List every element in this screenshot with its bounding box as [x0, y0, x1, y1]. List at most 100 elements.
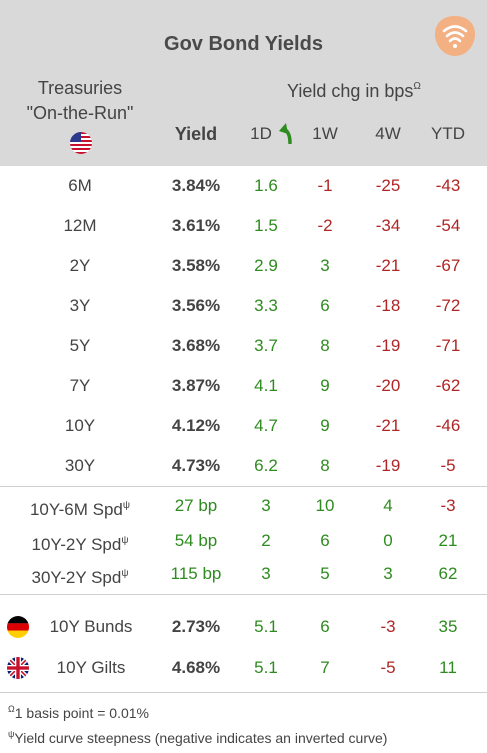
omega-footnote-mark: Ω [413, 81, 421, 92]
divider [0, 594, 487, 595]
spread-label: 10Y-2Y Spdψ [10, 523, 150, 559]
col-1d: 1D [250, 124, 272, 143]
change-1w: 7 [320, 658, 330, 677]
change-ytd: -5 [440, 456, 456, 475]
table-row: 10Y-2Y Spdψ 54 bp 2 6 0 21 [0, 523, 487, 559]
yield-value: 4.12% [171, 416, 221, 435]
change-ytd: 62 [438, 564, 458, 583]
change-ytd: -62 [435, 376, 461, 395]
change-4w: -18 [375, 296, 401, 315]
spread-value: 54 bp [174, 531, 218, 550]
table-row: 12M 3.61% 1.5 -2 -34 -54 [0, 206, 487, 246]
table-row: 2Y 3.58% 2.9 3 -21 -67 [0, 246, 487, 286]
yield-change-label: Yield chg in bps [287, 81, 414, 101]
psi-footnote-mark: ψ [122, 500, 131, 511]
omega-footnote-mark: Ω [8, 704, 15, 714]
yield-value: 4.68% [171, 658, 221, 677]
table-row: 10Y-6M Spdψ 27 bp 3 10 4 -3 [0, 488, 487, 524]
change-1w: 5 [320, 564, 330, 583]
change-1w: -1 [317, 176, 333, 195]
page-title: Gov Bond Yields [164, 33, 323, 55]
footnote-basis-point: Ω1 basis point = 0.01% [8, 704, 149, 721]
table-row: 30Y-2Y Spdψ 115 bp 3 5 3 62 [0, 556, 487, 592]
change-4w: -34 [375, 216, 401, 235]
maturity-label: 7Y [69, 376, 91, 395]
yield-value: 2.73% [171, 617, 221, 636]
change-4w: -21 [375, 416, 401, 435]
change-1d: 2.9 [254, 256, 278, 275]
col-ytd: YTD [431, 124, 465, 143]
psi-footnote-mark: ψ [121, 535, 129, 546]
change-ytd: -54 [435, 216, 461, 235]
psi-footnote-mark: ψ [8, 729, 15, 739]
change-1w: 6 [320, 617, 330, 636]
footnote-curve-steepness: ψYield curve steepness (negative indicat… [8, 729, 387, 746]
change-1d: 4.1 [254, 376, 278, 395]
spread-label-text: 10Y-6M Spd [29, 500, 123, 519]
table-row: 10Y Gilts 4.68% 5.1 7 -5 11 [0, 648, 487, 688]
col-yield: Yield [174, 124, 218, 144]
change-4w: 0 [383, 531, 393, 550]
change-1w: -2 [317, 216, 333, 235]
yield-value: 3.61% [171, 216, 221, 235]
change-4w: -5 [380, 658, 396, 677]
change-4w: -3 [380, 617, 396, 636]
logo-icon [435, 16, 475, 56]
table-row: 5Y 3.68% 3.7 8 -19 -71 [0, 326, 487, 366]
spread-label-text: 30Y-2Y Spd [31, 568, 122, 587]
yield-value: 3.87% [171, 376, 221, 395]
col-4w: 4W [375, 124, 401, 143]
change-1d: 1.5 [254, 216, 278, 235]
treasuries-heading: Treasuries "On-the-Run" [10, 76, 150, 126]
footnote-text: 1 basis point = 0.01% [14, 705, 149, 721]
change-1d: 5.1 [254, 658, 278, 677]
yield-value: 3.56% [171, 296, 221, 315]
divider [0, 486, 487, 487]
change-1d: 6.2 [254, 456, 278, 475]
change-1d: 3.3 [254, 296, 278, 315]
change-ytd: -3 [440, 496, 456, 515]
table-row: 6M 3.84% 1.6 -1 -25 -43 [0, 166, 487, 206]
change-ytd: 11 [439, 658, 457, 677]
yield-value: 3.58% [171, 256, 221, 275]
maturity-label: 30Y [64, 456, 96, 475]
change-1d: 2 [261, 531, 271, 550]
table-row: 10Y Bunds 2.73% 5.1 6 -3 35 [0, 607, 487, 647]
maturity-label: 5Y [69, 336, 91, 355]
spread-label-text: 10Y-2Y Spd [31, 535, 122, 554]
yield-change-heading: Yield chg in bpsΩ [287, 81, 421, 102]
change-ytd: -72 [435, 296, 461, 315]
bond-label: 10Y Gilts [56, 658, 126, 677]
change-4w: -20 [375, 376, 401, 395]
change-1w: 9 [320, 376, 330, 395]
change-ytd: 21 [438, 531, 458, 550]
psi-footnote-mark: ψ [121, 568, 129, 579]
change-1w: 3 [320, 256, 330, 275]
change-1d: 3 [261, 496, 271, 515]
on-the-run-label: "On-the-Run" [26, 103, 134, 123]
uk-flag-icon [7, 657, 29, 679]
change-1d: 3.7 [254, 336, 278, 355]
spread-value: 27 bp [174, 496, 218, 515]
change-4w: -19 [375, 336, 401, 355]
table-header: Gov Bond Yields Treasuries "On-the-Run" … [0, 0, 487, 166]
table-row: 3Y 3.56% 3.3 6 -18 -72 [0, 286, 487, 326]
change-1w: 8 [320, 336, 330, 355]
yield-value: 4.73% [171, 456, 221, 475]
change-1d: 5.1 [254, 617, 278, 636]
change-1w: 9 [320, 416, 330, 435]
divider [0, 692, 487, 693]
maturity-label: 3Y [69, 296, 91, 315]
maturity-label: 10Y [64, 416, 96, 435]
change-4w: 4 [383, 496, 393, 515]
change-4w: 3 [383, 564, 393, 583]
change-1d: 3 [261, 564, 271, 583]
up-arrow-icon [279, 123, 292, 144]
maturity-label: 6M [68, 176, 92, 195]
change-ytd: -67 [435, 256, 461, 275]
change-1w: 6 [320, 296, 330, 315]
change-ytd: -71 [435, 336, 461, 355]
spread-label: 30Y-2Y Spdψ [10, 556, 150, 592]
table-row: 30Y 4.73% 6.2 8 -19 -5 [0, 446, 487, 486]
yield-value: 3.68% [171, 336, 221, 355]
